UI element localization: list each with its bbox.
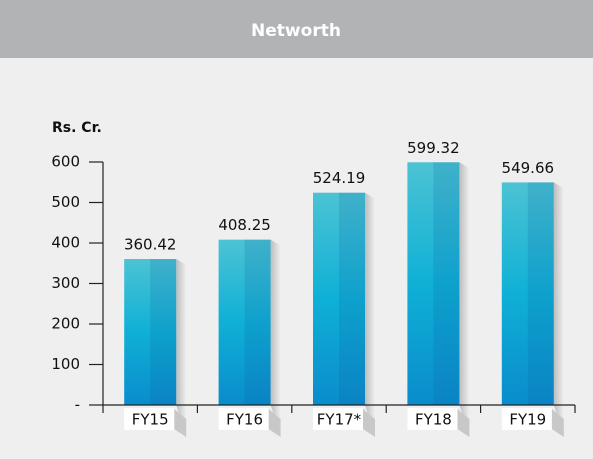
value-label: 524.19 [313,169,366,187]
value-label: 599.32 [407,139,460,157]
label-box [218,408,269,430]
label-shadow [363,409,375,437]
label-box [501,408,552,430]
bar [124,259,177,405]
y-tick-label: 100 [51,355,80,373]
y-tick-label: 400 [51,234,80,252]
x-tick-label: FY17* [317,411,362,429]
bar-highlight [339,192,365,405]
bar-shadow [176,259,187,435]
label-shadow [457,409,470,437]
y-tick-label: 500 [51,193,80,211]
x-tick-label: FY19 [509,411,546,429]
bar-shadow [270,239,281,435]
x-tick-label: FY16 [226,411,263,429]
y-tick-label: 300 [51,274,80,292]
y-tick-label: - [75,396,80,414]
bar [313,192,365,405]
x-tick-label: FY15 [132,411,169,429]
label-shadow [174,409,187,437]
bar [501,182,554,405]
bar-shadow [365,192,375,435]
bar-highlight [244,239,271,405]
chart-title: Networth [251,21,341,41]
label-box [407,408,458,430]
bar [407,162,460,405]
label-shadow [551,409,564,437]
value-label: 360.42 [124,236,177,254]
bar-shadow [553,182,564,435]
y-tick-label: 200 [51,315,80,333]
bar [218,239,271,405]
label-box [124,408,175,430]
y-axis-label: Rs. Cr. [52,120,102,136]
label-shadow [268,409,281,437]
header [0,0,593,58]
bar-highlight [433,162,460,405]
y-tick-label: 600 [51,153,80,171]
value-label: 549.66 [502,159,555,177]
bar-shadow [459,162,470,436]
bar-highlight [527,182,554,405]
bar-highlight [150,259,177,405]
x-tick-label: FY18 [415,411,452,429]
value-label: 408.25 [218,216,271,234]
label-box [313,408,363,430]
